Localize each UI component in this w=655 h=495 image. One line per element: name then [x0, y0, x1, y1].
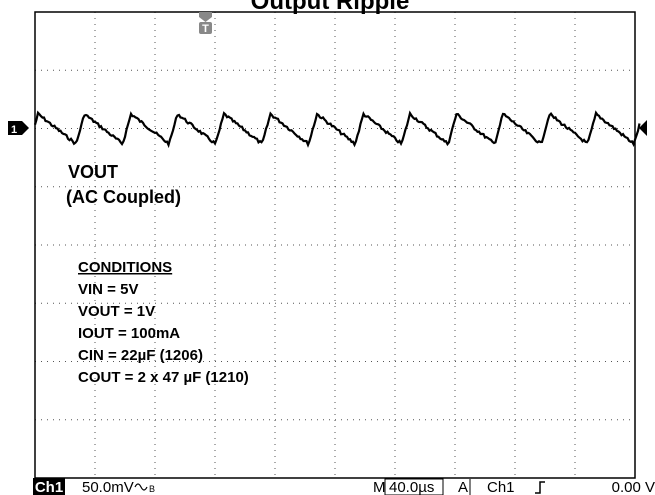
svg-text:1: 1 [11, 124, 17, 136]
trace-note: (AC Coupled) [66, 187, 181, 207]
trigger-level-marker [639, 120, 647, 136]
waveform [33, 110, 641, 149]
frame [34, 11, 636, 479]
condition-line: VOUT = 1V [78, 303, 155, 320]
conditions-heading: CONDITIONS [78, 259, 172, 276]
condition-line: IOUT = 100mA [78, 325, 180, 342]
trace-label: VOUT [68, 162, 118, 182]
timebase: 40.0µs [389, 479, 434, 495]
trigger-mode: A [458, 479, 468, 495]
condition-line: COUT = 2 x 47 µF (1210) [78, 369, 249, 386]
scale: 50.0mV [82, 479, 134, 495]
svg-text:B: B [149, 484, 155, 494]
status-bar: Ch1 50.0mV B M 40.0µs A Ch1 0.00 V [33, 478, 655, 495]
condition-line: CIN = 22µF (1206) [78, 347, 203, 364]
trigger-marker: T [199, 12, 212, 35]
trigger-source: Ch1 [487, 479, 515, 495]
condition-line: VIN = 5V [78, 281, 138, 298]
svg-text:T: T [202, 23, 209, 35]
channel-marker: 1 [8, 121, 29, 136]
channel: Ch1 [35, 479, 63, 495]
trigger-level: 0.00 V [612, 479, 655, 495]
graticule [35, 12, 635, 478]
time-prefix: M [373, 479, 386, 495]
